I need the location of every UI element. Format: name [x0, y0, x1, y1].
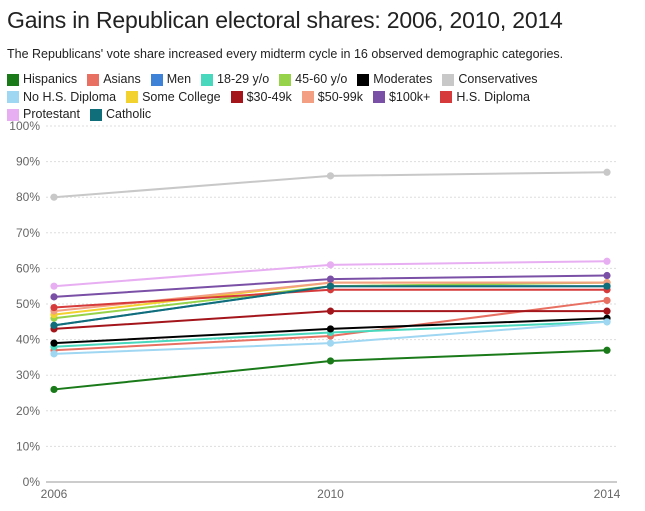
y-tick-label: 70%	[16, 226, 40, 240]
data-point-protestant-2014[interactable]	[603, 257, 611, 265]
data-point-no-h-s-diploma-2014[interactable]	[603, 318, 611, 326]
legend-item-30-49k[interactable]: $30-49k	[230, 89, 292, 105]
legend-item-moderates[interactable]: Moderates	[357, 72, 432, 87]
data-point-h-s-diploma-2006[interactable]	[50, 303, 58, 312]
legend-item-men[interactable]: Men	[150, 72, 192, 87]
y-tick-label: 60%	[16, 261, 40, 275]
data-point-conservatives-2010[interactable]	[326, 172, 335, 180]
data-point-hispanics-2010[interactable]	[326, 357, 335, 365]
legend-swatch	[301, 91, 314, 103]
legend-item-100k[interactable]: $100k+	[372, 89, 431, 105]
legend-item-some-college[interactable]: Some College	[126, 90, 221, 105]
y-tick-label: 50%	[16, 297, 40, 311]
legend-swatch	[87, 73, 100, 86]
data-point-100k-2014[interactable]	[603, 271, 611, 280]
legend-swatch	[230, 91, 243, 103]
legend-item-50-99k[interactable]: $50-99k	[301, 89, 363, 105]
legend-label: $50-99k	[317, 89, 363, 104]
data-point-no-h-s-diploma-2010[interactable]	[326, 339, 335, 347]
legend-item-no-h-s-diploma[interactable]: No H.S. Diploma	[7, 90, 116, 105]
legend-item-conservatives[interactable]: Conservatives	[442, 72, 538, 87]
legend-swatch	[150, 73, 163, 86]
x-tick-label: 2010	[317, 487, 344, 501]
legend-swatch	[201, 73, 214, 86]
legend-swatch	[7, 108, 19, 121]
data-point-no-h-s-diploma-2006[interactable]	[50, 350, 58, 358]
data-point-hispanics-2014[interactable]	[603, 346, 611, 354]
chart-title: Gains in Republican electoral shares: 20…	[7, 7, 563, 33]
data-point-moderates-2010[interactable]	[326, 325, 335, 333]
data-point-catholic-2010[interactable]	[326, 282, 335, 290]
legend-label: Catholic	[105, 107, 152, 121]
y-tick-label: 0%	[23, 475, 41, 489]
legend-label: $100k+	[388, 89, 431, 104]
legend-label: Men	[166, 72, 192, 86]
legend-item-asians[interactable]: Asians	[87, 72, 141, 87]
legend-label: Asians	[103, 72, 141, 86]
chart-subtitle: The Republicans' vote share increased ev…	[7, 47, 564, 61]
data-point-30-49k-2010[interactable]	[326, 307, 335, 315]
legend-label: No H.S. Diploma	[23, 89, 117, 104]
y-tick-label: 80%	[16, 190, 40, 204]
data-point-hispanics-2006[interactable]	[50, 385, 58, 394]
data-point-100k-2006[interactable]	[50, 293, 58, 301]
series-line-hispanics[interactable]	[53, 349, 608, 391]
data-point-100k-2010[interactable]	[326, 275, 335, 283]
legend-label: $30-49k	[246, 89, 292, 104]
legend-swatch	[279, 73, 292, 86]
legend-swatch	[7, 73, 19, 86]
y-tick-label: 10%	[16, 439, 40, 453]
legend-label: Moderates	[373, 72, 433, 86]
legend-item-18-29-y-o[interactable]: 18-29 y/o	[201, 72, 269, 87]
y-tick-label: 20%	[16, 404, 40, 418]
legend-item-45-60-y-o[interactable]: 45-60 y/o	[279, 72, 347, 87]
data-point-catholic-2014[interactable]	[603, 282, 611, 290]
legend-item-protestant[interactable]: Protestant	[7, 107, 80, 122]
data-point-protestant-2010[interactable]	[326, 261, 335, 269]
legend-label: 18-29 y/o	[217, 72, 270, 86]
legend-swatch	[7, 91, 19, 103]
y-tick-label: 30%	[16, 368, 40, 382]
legend-item-h-s-diploma[interactable]: H.S. Diploma	[440, 90, 530, 105]
legend-swatch	[442, 73, 455, 86]
legend-label: Conservatives	[458, 72, 538, 86]
legend-swatch	[440, 91, 453, 103]
chart-legend: Hispanics Asians Men 18-29 y/o 45-60 y/o Mode…	[7, 72, 607, 125]
x-tick-label: 2014	[594, 487, 621, 501]
data-point-conservatives-2006[interactable]	[50, 193, 58, 201]
legend-label: Some College	[142, 89, 221, 104]
legend-label: Hispanics	[23, 72, 78, 86]
legend-swatch	[126, 91, 139, 103]
legend-item-catholic[interactable]: Catholic	[89, 107, 152, 122]
data-point-conservatives-2014[interactable]	[603, 168, 611, 176]
legend-swatch	[357, 73, 370, 86]
legend-label: 45-60 y/o	[295, 72, 348, 86]
y-tick-label: 40%	[16, 333, 40, 347]
legend-label: H.S. Diploma	[456, 89, 530, 104]
legend-label: Protestant	[23, 107, 80, 121]
legend-swatch	[89, 108, 102, 121]
data-point-30-49k-2014[interactable]	[603, 307, 611, 315]
data-point-moderates-2006[interactable]	[50, 339, 58, 347]
x-tick-label: 2006	[41, 487, 68, 501]
data-point-catholic-2006[interactable]	[50, 321, 58, 329]
legend-item-hispanics[interactable]: Hispanics	[7, 72, 77, 87]
y-tick-label: 100%	[9, 119, 40, 133]
data-point-protestant-2006[interactable]	[50, 282, 58, 290]
y-tick-label: 90%	[16, 155, 40, 169]
data-point-asians-2014[interactable]	[603, 296, 611, 305]
legend-swatch	[372, 91, 385, 103]
